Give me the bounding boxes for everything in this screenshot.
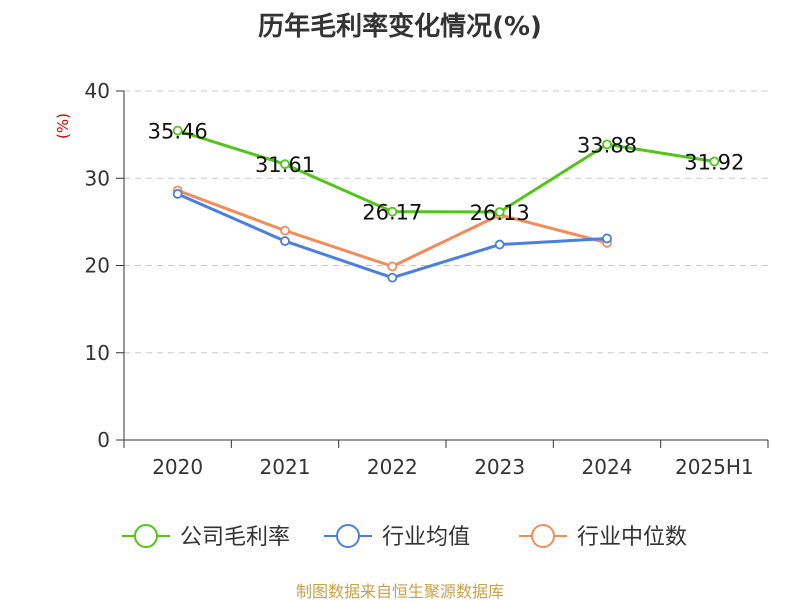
data-label: 26.17 (362, 201, 422, 225)
series-line (177, 129, 715, 214)
legend-label: 行业均值 (382, 525, 470, 550)
y-tick-label: 0 (97, 428, 110, 452)
x-tick-label: 2023 (474, 455, 525, 479)
data-point (709, 156, 720, 167)
data-point (280, 236, 290, 246)
data-point (280, 225, 290, 236)
y-tick-label: 30 (85, 166, 110, 190)
legend-label: 公司毛利率 (180, 525, 290, 550)
x-tick-label: 2024 (582, 455, 633, 479)
chart-title: 历年毛利率变化情况(%) (258, 12, 542, 42)
data-point (602, 233, 612, 244)
data-point (172, 125, 183, 136)
y-axis-label: (%) (54, 113, 72, 139)
data-point (387, 272, 398, 283)
data-point (172, 189, 183, 199)
x-tick-label: 2022 (367, 455, 418, 479)
data-label: 33.88 (577, 133, 637, 157)
data-point (387, 261, 398, 272)
y-tick-label: 40 (85, 79, 110, 103)
legend-marker-icon (134, 524, 158, 548)
data-point (387, 206, 398, 217)
legend-marker-icon (336, 524, 360, 548)
legend-item[interactable]: 行业中位数 (519, 524, 687, 550)
data-point (602, 139, 612, 150)
legend-marker-icon (531, 524, 555, 548)
y-tick-label: 10 (85, 341, 110, 365)
legend-label: 行业中位数 (577, 525, 687, 550)
x-tick-label: 2021 (260, 455, 311, 479)
data-point (494, 207, 505, 217)
data-label: 35.46 (148, 120, 208, 144)
data-label: 26.13 (470, 201, 530, 225)
data-point (494, 239, 505, 250)
data-label: 31.92 (684, 150, 744, 174)
legend-item[interactable]: 行业均值 (324, 524, 470, 550)
y-tick-label: 20 (85, 254, 110, 278)
data-label: 31.61 (255, 153, 315, 177)
x-tick-label: 2020 (152, 455, 203, 479)
x-tick-label: 2025H1 (675, 455, 754, 479)
legend-item[interactable]: 公司毛利率 (122, 524, 290, 550)
data-source-note: 制图数据来自恒生聚源数据库 (295, 582, 504, 601)
data-point (280, 159, 290, 170)
